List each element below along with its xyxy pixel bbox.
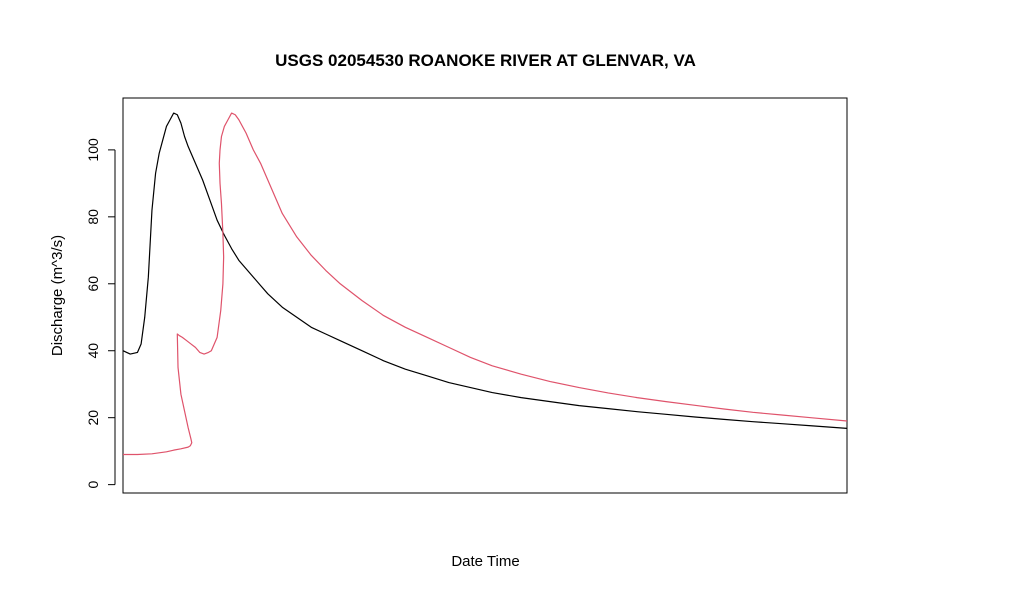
y-tick-label: 100 bbox=[85, 138, 101, 162]
y-axis: 0 20 40 60 80 100 bbox=[85, 138, 116, 489]
y-tick-label: 60 bbox=[85, 276, 101, 292]
y-tick-label: 80 bbox=[85, 209, 101, 225]
x-axis-label: Date Time bbox=[451, 553, 519, 570]
chart-title: USGS 02054530 ROANOKE RIVER AT GLENVAR, … bbox=[275, 51, 696, 70]
series-line-2 bbox=[123, 112, 848, 456]
y-tick-label: 20 bbox=[85, 410, 101, 426]
series-line-1 bbox=[122, 112, 848, 429]
y-tick-label: 0 bbox=[85, 481, 101, 489]
plot-frame bbox=[122, 97, 848, 494]
series-layer bbox=[122, 112, 848, 456]
y-tick-label: 40 bbox=[85, 343, 101, 359]
y-axis-label: Discharge (m^3/s) bbox=[49, 235, 66, 356]
